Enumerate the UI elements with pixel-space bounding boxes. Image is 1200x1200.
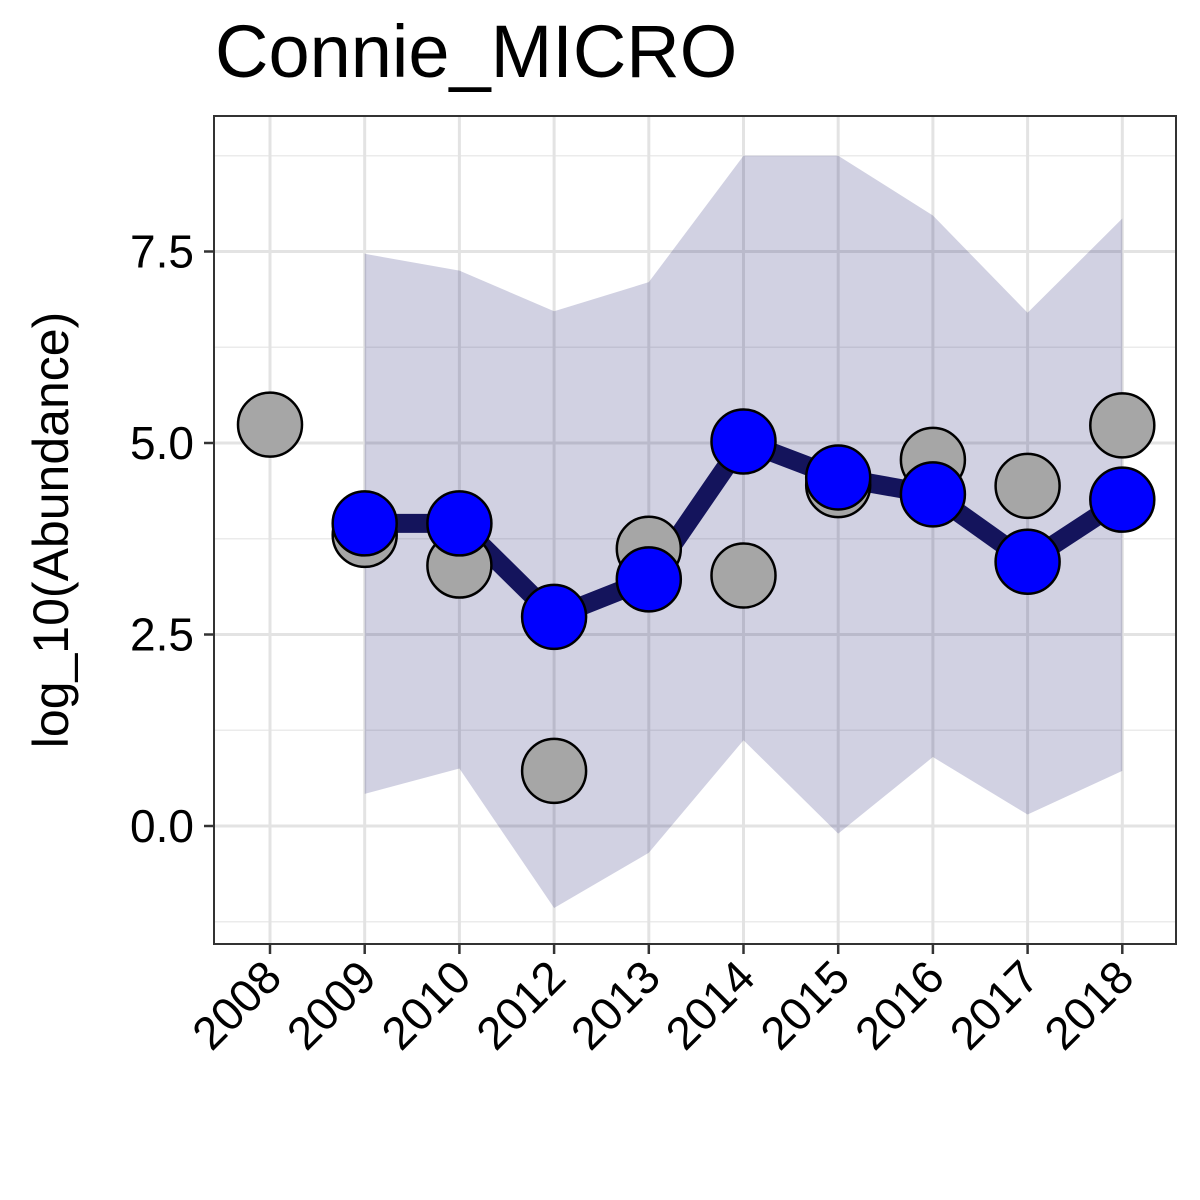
fitted-point — [520, 583, 588, 651]
y-axis-title: log_10(Abundance) — [23, 312, 79, 748]
y-tick-label: 2.5 — [130, 609, 194, 661]
fitted-point — [899, 461, 967, 528]
fitted-point — [994, 528, 1061, 595]
plot-panel-border — [213, 115, 1177, 945]
y-tick-label: 7.5 — [130, 226, 194, 278]
x-tick-label: 2009 — [277, 950, 386, 1059]
y-tick-label: 0.0 — [130, 800, 194, 852]
ribbon-area — [364, 155, 1123, 908]
fitted-point — [804, 444, 872, 511]
observed-point — [520, 737, 588, 805]
axes: 0.0 2.5 5.0 7.5 2008200920102012201320142015… — [130, 226, 1143, 1060]
fitted-point — [331, 490, 398, 557]
observed-point — [236, 391, 304, 458]
fitted-point — [710, 408, 777, 475]
x-tick-label: 2012 — [466, 950, 575, 1059]
x-tick-label: 2017 — [940, 950, 1049, 1059]
confidence-ribbon — [364, 155, 1123, 908]
fitted-point — [426, 490, 493, 557]
x-tick-label: 2016 — [845, 950, 954, 1059]
x-tick-label: 2018 — [1034, 950, 1143, 1059]
x-tick-label: 2010 — [371, 950, 480, 1059]
observed-point — [1089, 392, 1156, 459]
observed-point — [710, 542, 777, 609]
x-tick-label: 2008 — [182, 950, 291, 1059]
y-tick-label: 5.0 — [130, 417, 194, 469]
observed-point — [994, 452, 1061, 520]
fitted-points — [331, 408, 1156, 651]
chart-title: Connie_MICRO — [215, 10, 737, 93]
x-tick-label: 2014 — [655, 950, 764, 1059]
fitted-point — [1089, 466, 1156, 533]
fitted-point — [615, 546, 683, 613]
x-tick-label: 2015 — [750, 950, 859, 1059]
x-tick-label: 2013 — [561, 950, 670, 1059]
